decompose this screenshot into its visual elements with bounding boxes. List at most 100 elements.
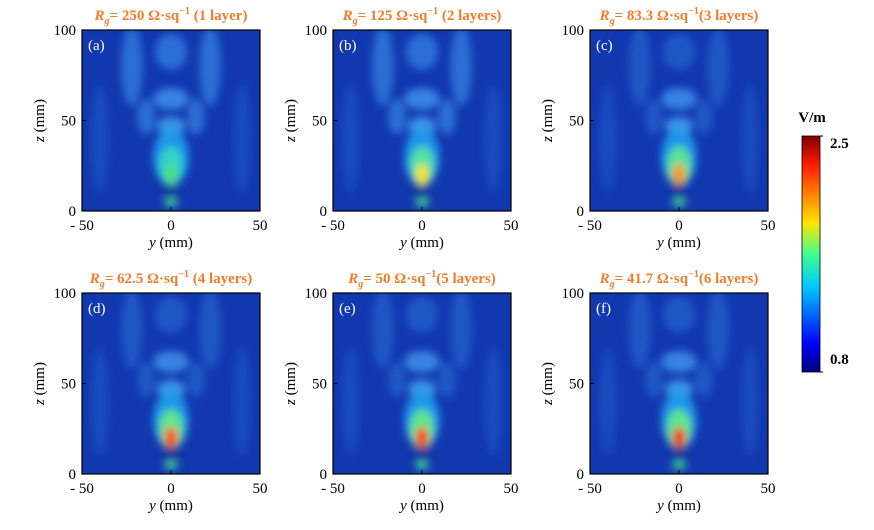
title-end: (4 layers) [189,271,252,287]
title-sub: g [609,16,615,27]
y-label-var: z [283,399,299,406]
y-tick-label: 100 [305,23,328,39]
field-blob [645,98,663,135]
title-symbol: R [599,271,610,287]
y-label-var: z [32,399,48,406]
field-blob [121,293,143,370]
x-axis-label: y (mm) [655,235,701,251]
field-blob [707,30,729,107]
field-blob [233,84,252,193]
x-tick-label: 50 [761,218,776,234]
title-symbol: R [599,8,610,24]
field-blob [741,84,760,193]
heatmap [333,293,511,474]
field-blob [164,163,178,186]
x-tick-label: - 50 [321,481,345,497]
field-blob [438,98,456,135]
field-blob [404,87,440,110]
field-blob [672,163,686,186]
y-axis-label: z (mm) [540,362,556,406]
y-tick-label: 50 [312,114,327,130]
panel-label: (a) [88,38,105,54]
x-label-unit: (mm) [664,498,701,514]
x-label-unit: (mm) [664,235,701,251]
panel-label: (b) [339,38,357,54]
y-tick-label: 0 [320,204,328,220]
field-blob [90,84,109,193]
field-blob [137,361,155,398]
field-blob [661,350,697,373]
panel-title: Rg= 62.5 Ω·sq−1 (4 layers) [89,269,253,290]
field-blob [372,30,394,107]
field-blob [411,450,433,458]
field-blob [672,426,686,449]
y-label-var: z [540,399,556,406]
panel: (f)Rg= 41.7 Ω·sq−1(6 layers)- 50 0 5005010… [540,269,776,514]
field-blob [438,361,456,398]
field-blob [484,347,503,456]
title-sub: g [357,279,363,290]
panel: (d)Rg= 62.5 Ω·sq−1 (4 layers)- 50 0 500501… [32,269,268,514]
x-tick-label: 0 [418,218,426,234]
field-blob [450,293,472,370]
title-end: (3 layers) [699,8,759,24]
field-blob [645,361,663,398]
x-label-var: y [398,498,407,514]
title-end: (1 layer) [190,8,247,24]
y-label-var: z [283,136,299,143]
x-tick-label: 50 [253,481,268,497]
field-blob [341,84,360,193]
x-tick-label: - 50 [70,481,94,497]
field-blob [153,87,189,110]
y-label-unit: (mm) [32,362,48,399]
x-tick-label: - 50 [578,218,602,234]
y-tick-label: 100 [562,23,585,39]
panel-title: Rg= 41.7 Ω·sq−1(6 layers) [599,269,759,290]
x-label-unit: (mm) [156,498,193,514]
panel: (e)Rg= 50 Ω·sq−1(5 layers)- 50 0 50050100y… [283,269,519,514]
field-blob [404,350,440,373]
x-axis-label: y (mm) [655,498,701,514]
field-blob [405,296,439,333]
y-axis-label: z (mm) [32,99,48,143]
x-label-var: y [147,235,156,251]
heatmap-field [598,30,760,207]
y-label-var: z [540,136,556,143]
field-blob [484,84,503,193]
field-blob [341,347,360,456]
field-blob [137,98,155,135]
title-end: (5 layers) [436,271,496,287]
panel-title: Rg= 125 Ω·sq−1 (2 layers) [342,6,502,27]
field-blob [164,426,178,449]
heatmap [590,293,768,474]
title-end: (6 layers) [699,271,759,287]
x-label-var: y [398,235,407,251]
x-label-unit: (mm) [156,235,193,251]
x-axis-label: y (mm) [147,235,193,251]
title-symbol: R [89,271,100,287]
panel: (b)Rg= 125 Ω·sq−1 (2 layers)- 50 0 5005010… [283,6,519,251]
y-tick-label: 50 [61,377,76,393]
field-blob [154,33,188,70]
x-label-var: y [147,498,156,514]
panel-label: (d) [88,301,106,317]
field-blob [668,450,690,458]
y-tick-label: 0 [577,467,585,483]
title-end: (2 layers) [438,8,501,24]
field-blob [199,30,221,107]
x-tick-label: 50 [504,218,519,234]
colorbar [801,135,821,373]
field-blob [415,426,429,449]
panel: (c)Rg= 83.3 Ω·sq−1(3 layers)- 50 0 5005010… [540,6,776,251]
colorbar-tick-label: 2.5 [830,136,849,152]
heatmap-field [598,293,760,470]
x-tick-label: - 50 [578,481,602,497]
field-blob [671,197,687,207]
title-sup: −1 [179,6,190,17]
x-label-var: y [655,498,664,514]
title-symbol: R [94,8,105,24]
x-axis-label: y (mm) [147,498,193,514]
title-sup: −1 [427,6,438,17]
x-tick-label: - 50 [70,218,94,234]
